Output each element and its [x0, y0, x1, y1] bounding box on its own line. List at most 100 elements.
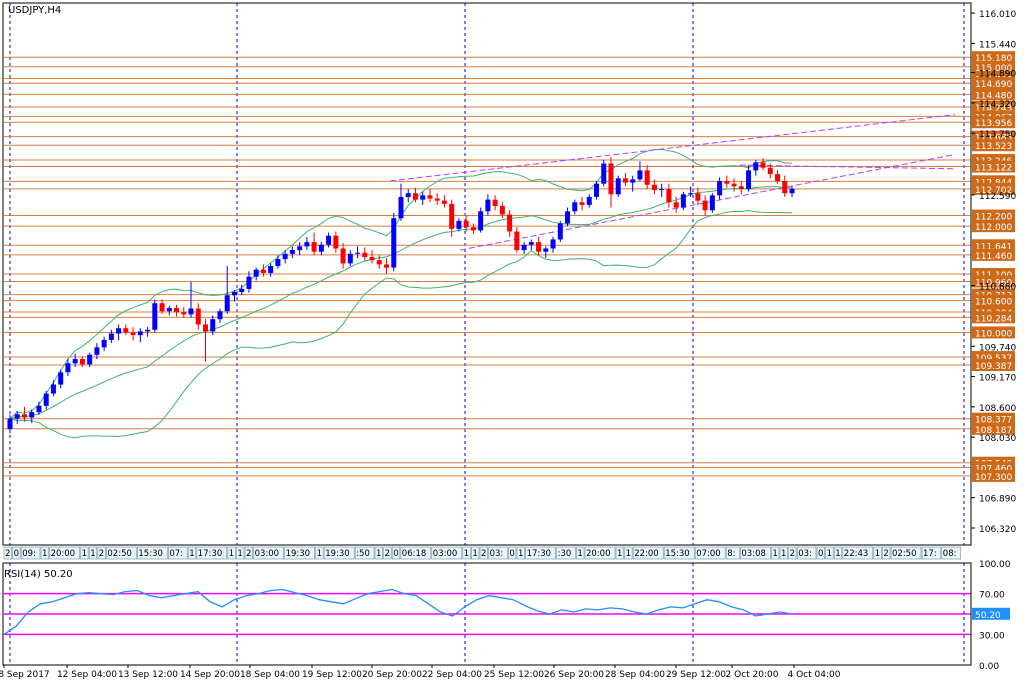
- level-label-bg: [972, 359, 1015, 372]
- candle-body: [420, 195, 426, 200]
- candle-body: [14, 414, 20, 419]
- session-tag: 0: [14, 549, 19, 559]
- candle-body: [130, 332, 136, 336]
- trend-channel-upper: [389, 114, 956, 182]
- chart-title: USDJPY,H4: [8, 5, 61, 16]
- candle-body: [21, 414, 27, 418]
- level-label: 108.377: [975, 416, 1012, 426]
- candle-body: [289, 250, 295, 254]
- time-label: 2 Oct 20:00: [726, 670, 779, 680]
- session-tag-bg: [624, 546, 633, 560]
- session-tag-bg: [873, 546, 882, 560]
- candle-body: [478, 211, 484, 231]
- session-tag-bg: [196, 546, 228, 560]
- level-label: 110.960: [975, 278, 1012, 288]
- session-tag-bg: [525, 546, 556, 560]
- candle-body: [311, 242, 317, 252]
- session-tag: 2: [790, 549, 795, 559]
- price-tick-label: 108.600: [979, 404, 1016, 414]
- session-tag: 17:30: [527, 549, 552, 559]
- candle-body: [731, 183, 737, 187]
- session-tag-bg: [49, 546, 80, 560]
- session-tag-bg: [882, 546, 891, 560]
- candle-body: [695, 193, 701, 201]
- candle-body: [181, 312, 187, 315]
- price-tick-label: 114.320: [979, 100, 1016, 110]
- level-label: 113.685: [975, 134, 1012, 144]
- candle-body: [492, 199, 498, 206]
- candle-body: [557, 223, 563, 240]
- session-tag-bg: [471, 546, 480, 560]
- session-tag: 22:00: [634, 549, 659, 559]
- candle-body: [195, 308, 201, 325]
- rsi-tick-label: 70.00: [979, 591, 1005, 601]
- candle-body: [608, 163, 614, 195]
- session-tag-bg: [253, 546, 284, 560]
- level-label: 115.000: [975, 64, 1012, 74]
- session-tag-bg: [187, 546, 197, 560]
- session-tag-bg: [779, 546, 788, 560]
- candle-body: [644, 170, 650, 185]
- session-tag-bg: [890, 546, 922, 560]
- session-tag: 1: [189, 549, 194, 559]
- session-tag: 2: [481, 549, 486, 559]
- session-tag-bg: [431, 546, 463, 560]
- candle-body: [499, 205, 505, 215]
- candle-body: [572, 202, 578, 212]
- session-tag: 03:: [798, 549, 812, 559]
- price-tick-label: 115.440: [979, 40, 1016, 50]
- session-tag: 17:: [923, 549, 937, 559]
- candle-body: [166, 308, 172, 312]
- candle-body: [282, 253, 288, 260]
- candle-body: [601, 163, 607, 184]
- level-label: 113.523: [975, 142, 1012, 152]
- candle-body: [579, 202, 585, 205]
- candle-body: [514, 231, 520, 251]
- level-label-bg: [972, 294, 1015, 307]
- candle-body: [340, 248, 346, 264]
- candle-body: [260, 269, 266, 273]
- price-tick-label: 114.890: [979, 70, 1016, 80]
- time-label: 13 Sep 12:00: [118, 670, 178, 680]
- session-tag-bg: [323, 546, 355, 560]
- level-label: 110.000: [975, 329, 1012, 339]
- level-label: 113.956: [975, 119, 1012, 129]
- session-tag-bg: [941, 546, 961, 560]
- level-label-bg: [972, 182, 1015, 195]
- rsi-line: [3, 588, 793, 635]
- session-tag-bg: [244, 546, 253, 560]
- session-tag-bg: [354, 546, 375, 560]
- level-label-bg: [972, 220, 1015, 233]
- time-label: 22 Sep 04:00: [422, 670, 482, 680]
- level-label-bg: [972, 100, 1015, 113]
- session-tag: 22:43: [844, 549, 869, 559]
- candle-body: [463, 220, 469, 228]
- candle-body: [485, 199, 491, 212]
- candle-body: [550, 239, 556, 249]
- level-label: 107.460: [975, 464, 1012, 474]
- session-tag-bg: [97, 546, 106, 560]
- level-label-bg: [972, 51, 1015, 64]
- candle-body: [355, 252, 361, 254]
- candle-body: [789, 188, 795, 194]
- session-tag-bg: [632, 546, 664, 560]
- candle-body: [427, 195, 433, 199]
- session-tag-bg: [725, 546, 740, 560]
- session-tag-bg: [825, 546, 834, 560]
- candle-body: [36, 405, 42, 413]
- candle-body: [369, 256, 375, 261]
- session-tag-bg: [20, 546, 41, 560]
- candle-body: [507, 214, 513, 232]
- level-label: 108.187: [975, 426, 1012, 436]
- candle-body: [594, 183, 599, 197]
- level-label-bg: [972, 116, 1015, 129]
- candle-body: [275, 259, 281, 267]
- session-tag: 1: [317, 549, 322, 559]
- candle-body: [268, 266, 274, 273]
- time-label: 12 Sep 04:00: [57, 670, 117, 680]
- level-label-bg: [972, 275, 1015, 288]
- session-tag-bg: [796, 546, 817, 560]
- time-label: 8 Sep 2017: [0, 670, 50, 680]
- level-label: 110.600: [975, 298, 1012, 308]
